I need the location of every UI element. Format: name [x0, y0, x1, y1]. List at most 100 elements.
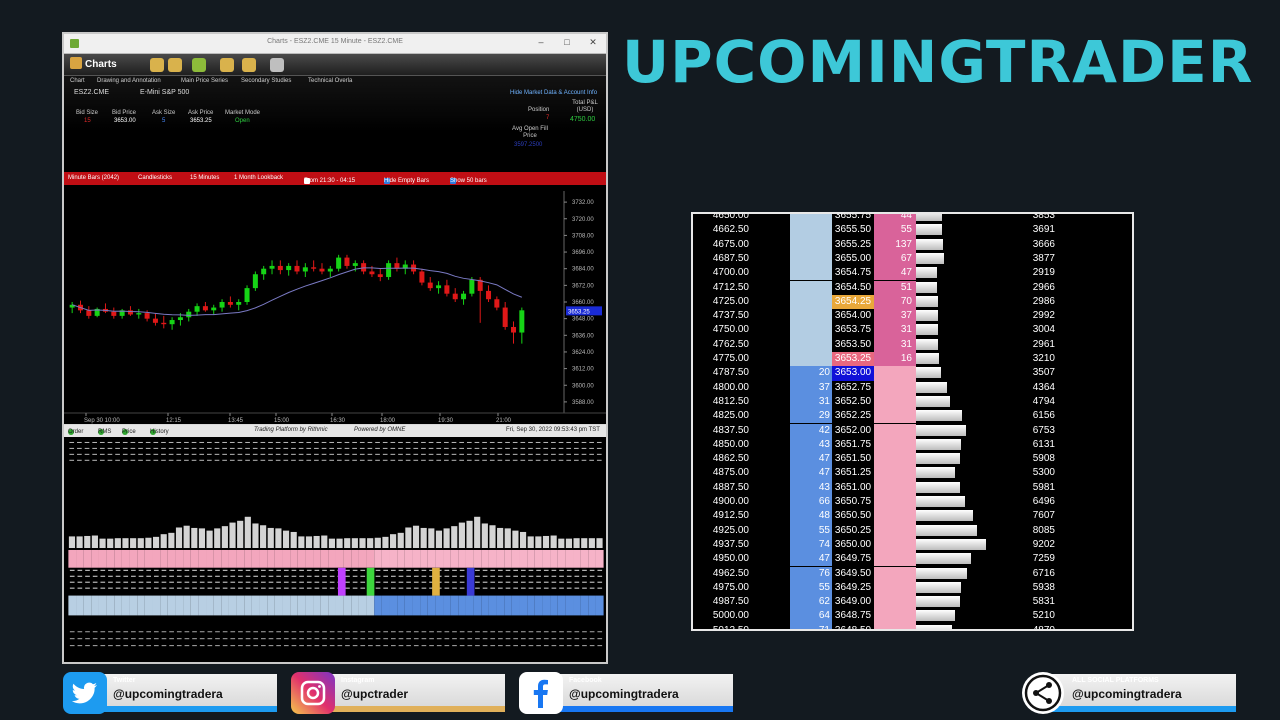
ladder-row[interactable]: 4950.00 47 3649.75 7259 — [693, 552, 1132, 567]
ladder-price[interactable]: 3652.25 — [832, 409, 874, 424]
menu-main-price-series[interactable]: Main Price Series — [181, 78, 229, 84]
ladder-row[interactable]: 4762.50 3653.50 31 2961 — [693, 337, 1132, 352]
ladder-bid-cell[interactable] — [790, 566, 832, 581]
ladder-bid-cell[interactable] — [790, 394, 832, 410]
ladder-bid-cell[interactable] — [790, 609, 832, 624]
ladder-ask-cell[interactable] — [874, 523, 916, 538]
ladder-ask-cell[interactable] — [874, 223, 916, 238]
ladder-price[interactable]: 3655.00 — [832, 251, 874, 267]
ladder-ask-cell[interactable] — [874, 437, 916, 453]
ladder-ask-cell[interactable] — [874, 595, 916, 610]
ladder-price[interactable]: 3654.25 — [832, 294, 874, 310]
ladder-row[interactable]: 4912.50 48 3650.50 7607 — [693, 509, 1132, 524]
studies-tool-icon[interactable] — [192, 58, 206, 72]
ladder-bid-cell[interactable] — [790, 251, 832, 267]
ladder-ask-cell[interactable] — [874, 280, 916, 295]
ladder-row[interactable]: 4887.50 43 3651.00 5981 — [693, 480, 1132, 495]
ladder-ask-cell[interactable] — [874, 552, 916, 567]
ladder-bid-cell[interactable] — [790, 552, 832, 567]
ladder-price[interactable]: 3653.50 — [832, 337, 874, 352]
menu-chart[interactable]: Chart — [70, 78, 85, 84]
ladder-ask-cell[interactable] — [874, 537, 916, 553]
style-select[interactable]: Candlesticks — [138, 175, 173, 181]
ladder-row[interactable]: 4862.50 47 3651.50 5908 — [693, 452, 1132, 467]
save-tool-icon[interactable] — [270, 58, 284, 72]
candlestick-chart[interactable]: 3732.00 3720.00 3708.00 3696.00 3684.00 3672.… — [64, 185, 606, 437]
ladder-ask-cell[interactable] — [874, 366, 916, 381]
ladder-price[interactable]: 3652.00 — [832, 423, 874, 438]
ladder-ask-cell[interactable] — [874, 309, 916, 324]
period-select[interactable]: 15 Minutes — [190, 175, 220, 181]
ladder-price[interactable]: 3651.25 — [832, 466, 874, 481]
lookback-select[interactable]: 1 Month Lookback — [234, 175, 284, 181]
ladder-price[interactable]: 3651.50 — [832, 452, 874, 467]
ladder-bid-cell[interactable] — [790, 366, 832, 381]
ladder-price[interactable]: 3653.00 — [832, 366, 874, 381]
ladder-ask-cell[interactable] — [874, 352, 916, 367]
ladder-row[interactable]: 4725.00 3654.25 70 2986 — [693, 294, 1132, 310]
ladder-bid-cell[interactable] — [790, 480, 832, 495]
ladder-price[interactable]: 3653.75 — [832, 323, 874, 338]
ladder-price[interactable]: 3648.50 — [832, 623, 874, 629]
ladder-row[interactable]: 4900.00 66 3650.75 6496 — [693, 495, 1132, 510]
ladder-bid-cell[interactable] — [790, 452, 832, 467]
ladder-price[interactable]: 3649.75 — [832, 552, 874, 567]
ladder-row[interactable]: 4850.00 43 3651.75 6131 — [693, 437, 1132, 453]
ladder-bid-cell[interactable] — [790, 523, 832, 538]
ladder-ask-cell[interactable] — [874, 580, 916, 596]
ladder-row[interactable]: 4812.50 31 3652.50 4794 — [693, 394, 1132, 410]
drawing-tool-icon[interactable] — [150, 58, 164, 72]
ladder-bid-cell[interactable] — [790, 309, 832, 324]
ladder-bid-cell[interactable] — [790, 437, 832, 453]
ladder-row[interactable]: 5000.00 64 3648.75 5210 — [693, 609, 1132, 624]
ladder-ask-cell[interactable] — [874, 466, 916, 481]
ladder-bid-cell[interactable] — [790, 214, 832, 224]
ladder-price[interactable]: 3649.00 — [832, 595, 874, 610]
ladder-ask-cell[interactable] — [874, 266, 916, 281]
ladder-ask-cell[interactable] — [874, 380, 916, 395]
ladder-ask-cell[interactable] — [874, 394, 916, 410]
ladder-bid-cell[interactable] — [790, 280, 832, 295]
ladder-row[interactable]: 4837.50 42 3652.00 6753 — [693, 423, 1132, 438]
ladder-price[interactable]: 3655.50 — [832, 223, 874, 238]
ladder-bid-cell[interactable] — [790, 623, 832, 629]
ladder-row[interactable]: 4712.50 3654.50 51 2966 — [693, 280, 1132, 295]
ladder-ask-cell[interactable] — [874, 452, 916, 467]
template-tool-icon[interactable] — [242, 58, 256, 72]
ladder-price[interactable]: 3655.75 — [832, 214, 874, 224]
ladder-ask-cell[interactable] — [874, 294, 916, 310]
ladder-price[interactable]: 3651.00 — [832, 480, 874, 495]
ladder-bid-cell[interactable] — [790, 537, 832, 553]
ladder-bid-cell[interactable] — [790, 423, 832, 438]
ladder-bid-cell[interactable] — [790, 223, 832, 238]
ladder-bid-cell[interactable] — [790, 409, 832, 424]
ladder-price[interactable]: 3649.50 — [832, 566, 874, 581]
ladder-row[interactable]: 4800.00 37 3652.75 4364 — [693, 380, 1132, 395]
ladder-row[interactable]: 4875.00 47 3651.25 5300 — [693, 466, 1132, 481]
ladder-row[interactable]: 4987.50 62 3649.00 5831 — [693, 595, 1132, 610]
ladder-price[interactable]: 3650.25 — [832, 523, 874, 538]
minimize-icon[interactable]: – — [538, 37, 544, 47]
ladder-bid-cell[interactable] — [790, 495, 832, 510]
ladder-price[interactable]: 3650.75 — [832, 495, 874, 510]
ladder-row[interactable]: 4925.00 55 3650.25 8085 — [693, 523, 1132, 538]
ladder-price[interactable]: 3650.50 — [832, 509, 874, 524]
ladder-price[interactable]: 3655.25 — [832, 237, 874, 252]
ladder-ask-cell[interactable] — [874, 323, 916, 338]
ladder-row[interactable]: 4825.00 29 3652.25 6156 — [693, 409, 1132, 424]
ladder-price[interactable]: 3654.00 — [832, 309, 874, 324]
ladder-ask-cell[interactable] — [874, 509, 916, 524]
close-icon[interactable]: ✕ — [589, 37, 597, 47]
ladder-bid-cell[interactable] — [790, 595, 832, 610]
indicator-tool-icon[interactable] — [168, 58, 182, 72]
ladder-row[interactable]: 4787.50 20 3653.00 3507 — [693, 366, 1132, 381]
menu-secondary-studies[interactable]: Secondary Studies — [241, 78, 292, 84]
ladder-price[interactable]: 3654.75 — [832, 266, 874, 281]
ladder-ask-cell[interactable] — [874, 423, 916, 438]
ladder-ask-cell[interactable] — [874, 609, 916, 624]
ladder-price[interactable]: 3651.75 — [832, 437, 874, 453]
ladder-row[interactable]: 4687.50 3655.00 67 3877 — [693, 251, 1132, 267]
menu-technical-overlays[interactable]: Technical Overla — [308, 78, 353, 84]
ladder-bid-cell[interactable] — [790, 466, 832, 481]
ladder-row[interactable]: 4975.00 55 3649.25 5938 — [693, 580, 1132, 596]
